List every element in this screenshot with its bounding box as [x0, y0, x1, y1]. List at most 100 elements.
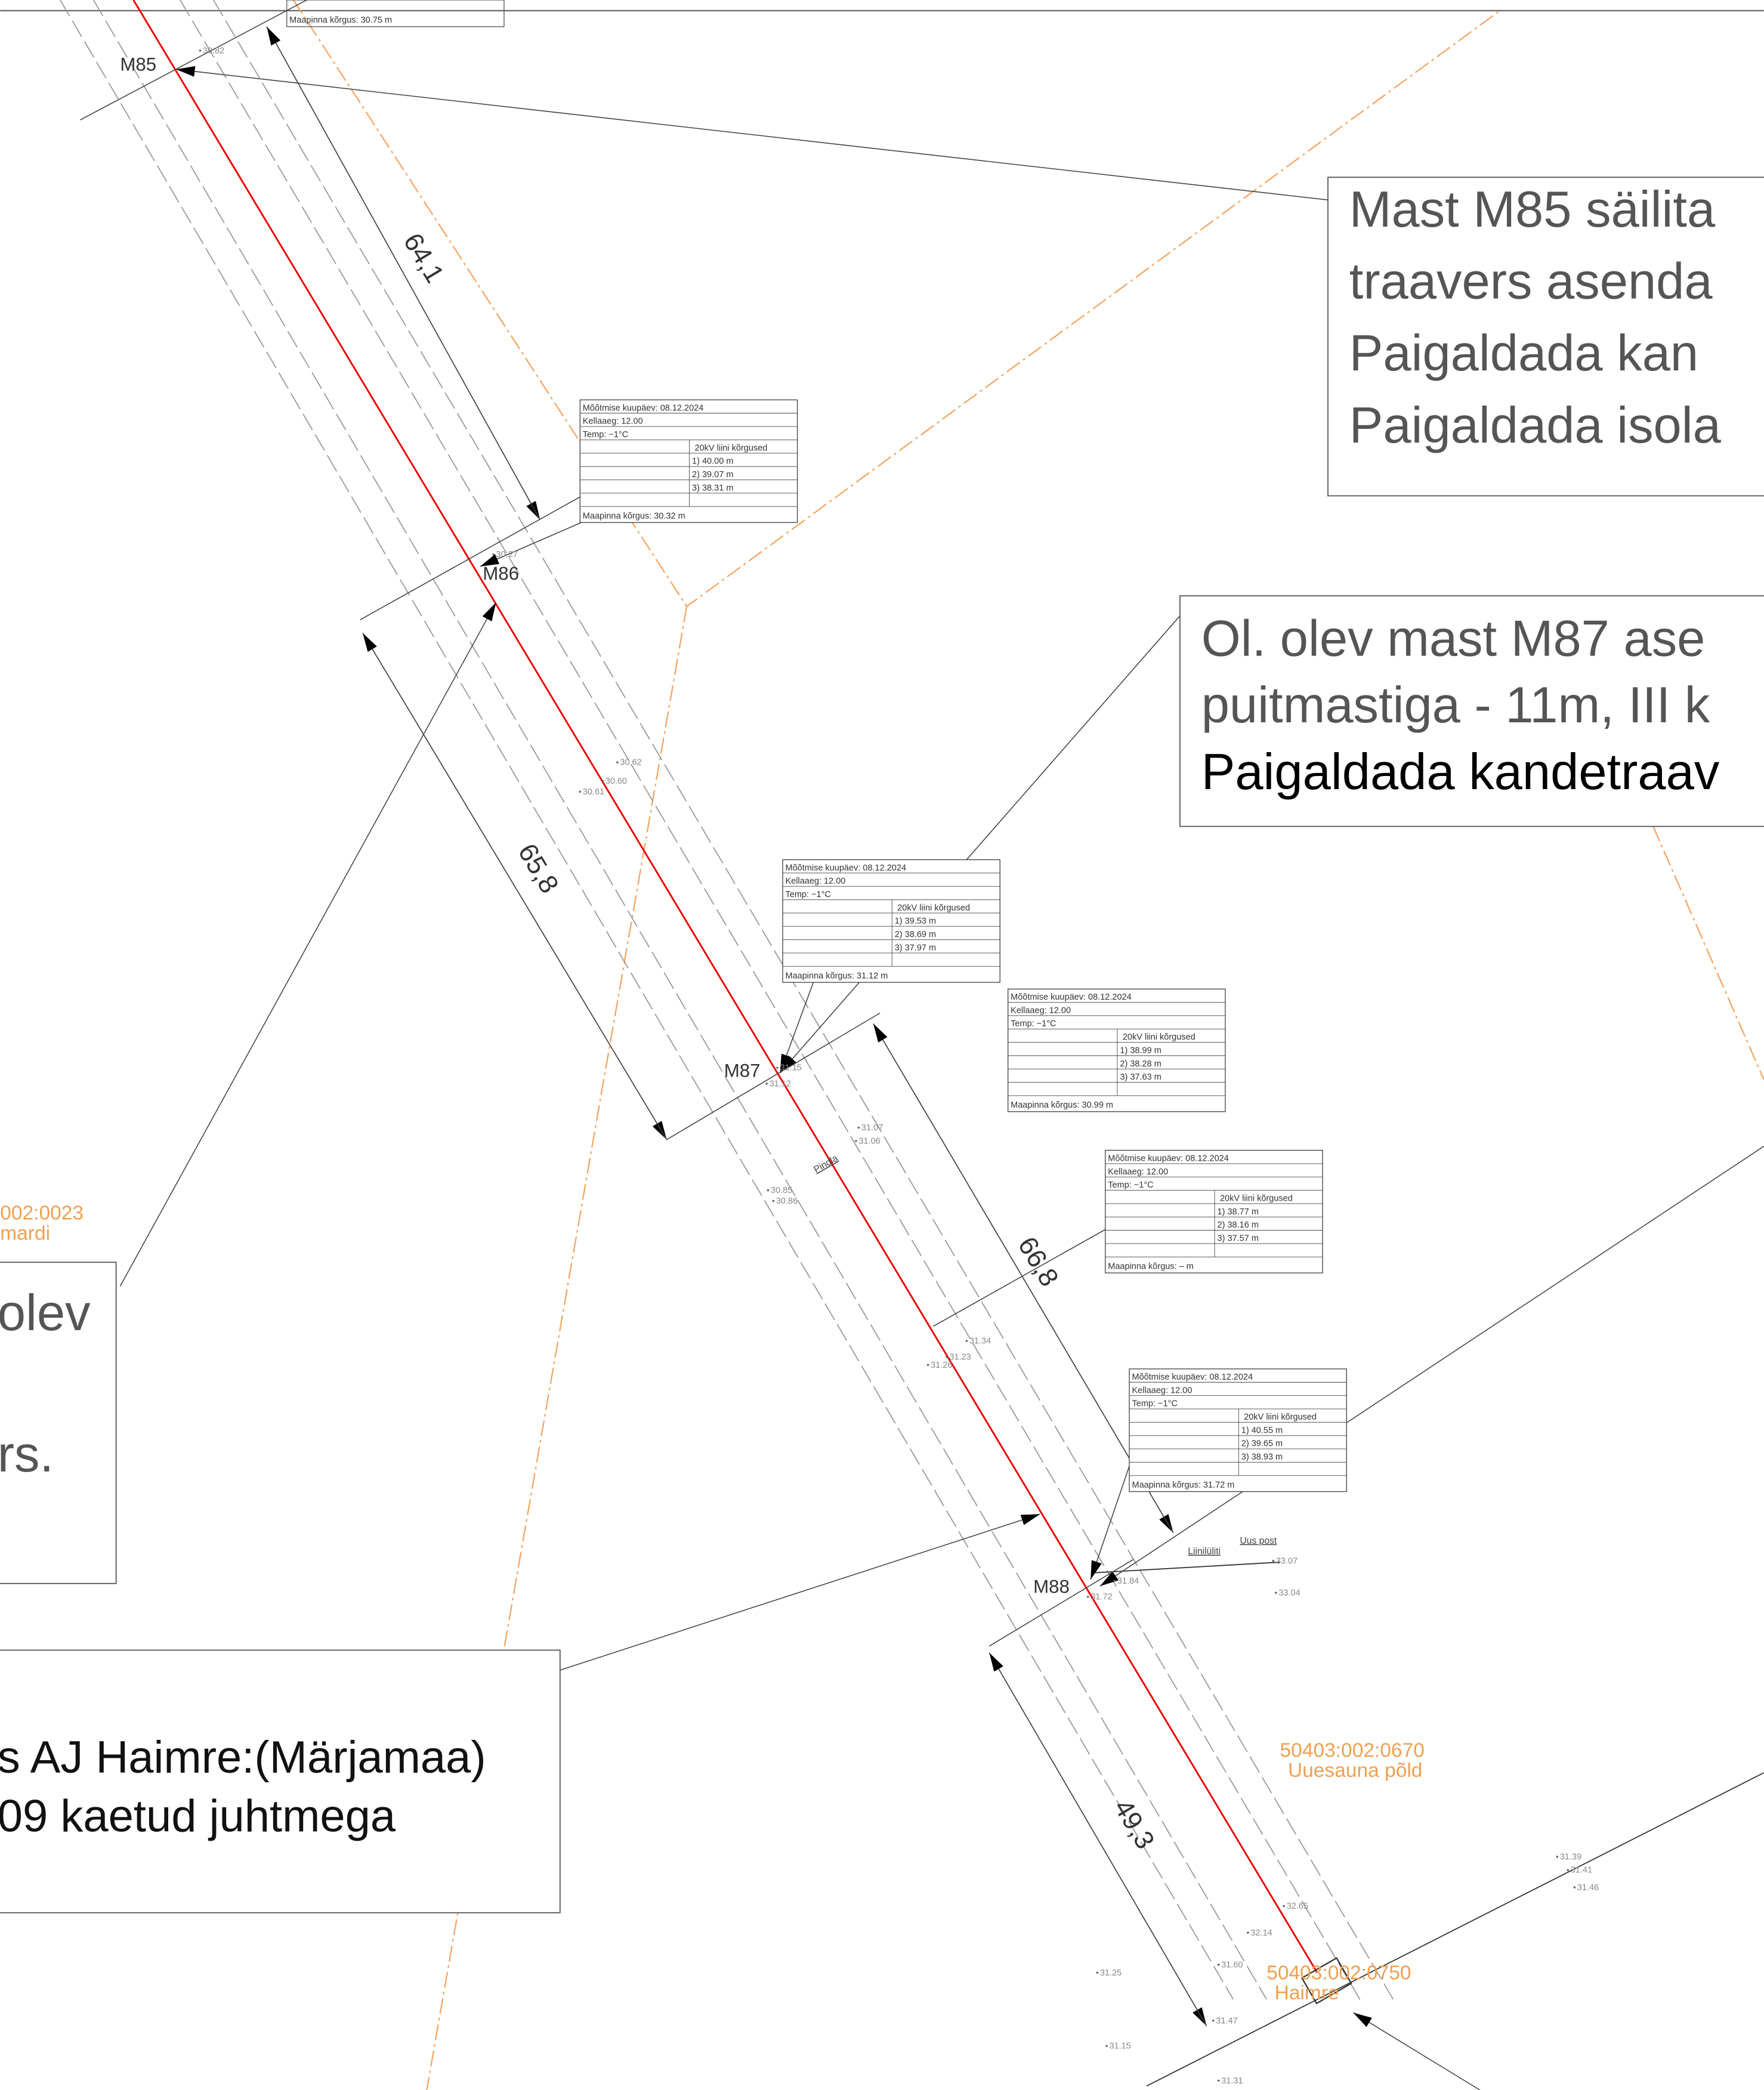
- elevation: 30.82: [203, 46, 224, 55]
- mast-label: M87: [724, 1061, 761, 1081]
- survey-point: [602, 780, 604, 783]
- table-text: 2) 38.16 m: [1218, 1220, 1259, 1230]
- survey-point: [966, 1340, 968, 1342]
- parcel-code: 002:0023: [0, 1202, 84, 1225]
- survey-point: [1212, 2020, 1215, 2022]
- survey-point: [1556, 1856, 1559, 1858]
- table-text: 20kV liini kõrgused: [1123, 1032, 1195, 1042]
- elevation: 30.85: [771, 1186, 792, 1195]
- callout-text: 09 kaetud juhtmega: [0, 1791, 396, 1841]
- elevation: 31.34: [969, 1337, 991, 1346]
- table-text: Kellaaeg: 12.00: [1108, 1167, 1168, 1177]
- survey-point: [1275, 1592, 1277, 1594]
- callout-text: olev: [0, 1284, 91, 1341]
- elevation: 31.23: [949, 1352, 971, 1362]
- survey-point: [492, 554, 495, 556]
- survey-point: [579, 791, 582, 793]
- elevation: 31.15: [1110, 2042, 1131, 2051]
- table-text: Kellaaeg: 12.00: [1132, 1386, 1193, 1395]
- parcel-name: Haimre: [1275, 1982, 1339, 2004]
- elevation: 30.60: [605, 777, 627, 786]
- elevation: 33.04: [1278, 1588, 1300, 1598]
- survey-point: [946, 1356, 948, 1358]
- table-text: 3) 38.93 m: [1241, 1452, 1283, 1462]
- feature-label: Liinilüliti: [1188, 1547, 1221, 1557]
- table-text: Mõõtmise kuupäev: 08.12.2024: [1132, 1372, 1253, 1382]
- parcel-name: mardi: [0, 1222, 50, 1244]
- survey-point: [1114, 1580, 1116, 1582]
- table-text: Kellaaeg: 12.00: [1011, 1006, 1071, 1015]
- survey-point: [1218, 2080, 1220, 2082]
- parcel-code: 50403:002:0750: [1266, 1962, 1411, 1984]
- mast-label: M88: [1033, 1576, 1070, 1597]
- elevation: 31.12: [770, 1079, 791, 1089]
- table-text: Mõõtmise kuupäev: 08.12.2024: [583, 403, 704, 413]
- elevation: 31.41: [1571, 1866, 1592, 1875]
- survey-point: [1218, 1964, 1220, 1966]
- elevation: 31.60: [1221, 1960, 1243, 1970]
- survey-point: [1087, 1596, 1089, 1598]
- elevation: 31.46: [1577, 1883, 1599, 1893]
- table-text: 2) 38.28 m: [1120, 1059, 1161, 1069]
- table-text: Mõõtmise kuupäev: 08.12.2024: [1108, 1154, 1229, 1163]
- callout-text: Mast M85 säilita: [1349, 181, 1716, 237]
- table-text: 20kV liini kõrgused: [897, 903, 970, 913]
- elevation: 31.26: [931, 1361, 952, 1370]
- feature-label: Uus post: [1240, 1536, 1277, 1546]
- mast-label: M86: [483, 563, 519, 584]
- survey-point: [773, 1200, 775, 1202]
- table-text: Maapinna kõrgus: 31.72 m: [1132, 1480, 1235, 1490]
- elevation: 31.84: [1117, 1576, 1139, 1586]
- elevation: 32.14: [1250, 1928, 1272, 1938]
- table-text: Temp: −1°C: [1132, 1399, 1178, 1409]
- callout-text: puitmastiga - 11m, III k: [1201, 676, 1710, 733]
- table-text: 1) 40.55 m: [1241, 1426, 1283, 1435]
- survey-point: [199, 50, 202, 52]
- table-text: Mõõtmise kuupäev: 08.12.2024: [1011, 993, 1132, 1002]
- survey-point: [855, 1140, 857, 1142]
- elevation: 31.25: [1100, 1968, 1122, 1978]
- elevation: 33.07: [1276, 1556, 1297, 1566]
- survey-point: [765, 1083, 768, 1085]
- elevation: 30.27: [496, 550, 518, 559]
- elevation: 31.31: [1221, 2076, 1243, 2086]
- survey-point: [1567, 1869, 1569, 1871]
- table-text: Temp: −1°C: [1108, 1180, 1153, 1190]
- elevation: 32.65: [1287, 1902, 1308, 1911]
- table-text: 3) 37.63 m: [1120, 1072, 1161, 1082]
- elevation: 31.15: [780, 1063, 802, 1072]
- callout-text: traavers asenda: [1349, 253, 1713, 310]
- elevation: 30.61: [583, 787, 604, 797]
- table-text: 1) 38.99 m: [1120, 1046, 1161, 1055]
- table-text: Kellaaeg: 12.00: [785, 877, 845, 886]
- table-text: Temp: −1°C: [583, 430, 628, 440]
- elevation: 30.86: [776, 1197, 798, 1206]
- survey-point: [1283, 1905, 1285, 1907]
- survey-point: [1096, 1972, 1099, 1974]
- page: Maapinna kõrgus: 30.75 m M85M86M87M8864,…: [0, 0, 1764, 2090]
- table-text: 3) 38.31 m: [692, 483, 733, 493]
- elevation: 30.62: [620, 758, 641, 768]
- mast-label: M85: [120, 54, 156, 75]
- table-text: Mõõtmise kuupäev: 08.12.2024: [785, 863, 906, 873]
- table-text: Temp: −1°C: [1011, 1019, 1056, 1029]
- table-text: Maapinna kõrgus: 30.99 m: [1011, 1100, 1113, 1110]
- survey-point: [1574, 1887, 1576, 1889]
- table-text: 2) 38.69 m: [895, 930, 936, 939]
- table-text: 3) 37.57 m: [1218, 1234, 1259, 1244]
- table-text: 2) 39.65 m: [1241, 1439, 1283, 1449]
- survey-point: [1272, 1560, 1275, 1562]
- table-text: 1) 38.77 m: [1218, 1207, 1259, 1217]
- callout-text: s AJ Haimre:(Märjamaa): [0, 1732, 486, 1783]
- elevation: 31.47: [1216, 2016, 1237, 2026]
- table-text: 2) 39.07 m: [692, 470, 733, 480]
- table-text: 20kV liini kõrgused: [695, 443, 768, 453]
- table-text: 20kV liini kõrgused: [1220, 1194, 1293, 1203]
- callout-text: Paigaldada kandetraav: [1201, 743, 1720, 800]
- elevation: 31.06: [858, 1136, 880, 1146]
- parcel-code: 50403:002:0670: [1280, 1739, 1425, 1761]
- survey-point: [858, 1127, 860, 1129]
- survey-point: [616, 761, 619, 763]
- table-text: 3) 37.97 m: [895, 943, 936, 953]
- survey-point: [776, 1066, 778, 1069]
